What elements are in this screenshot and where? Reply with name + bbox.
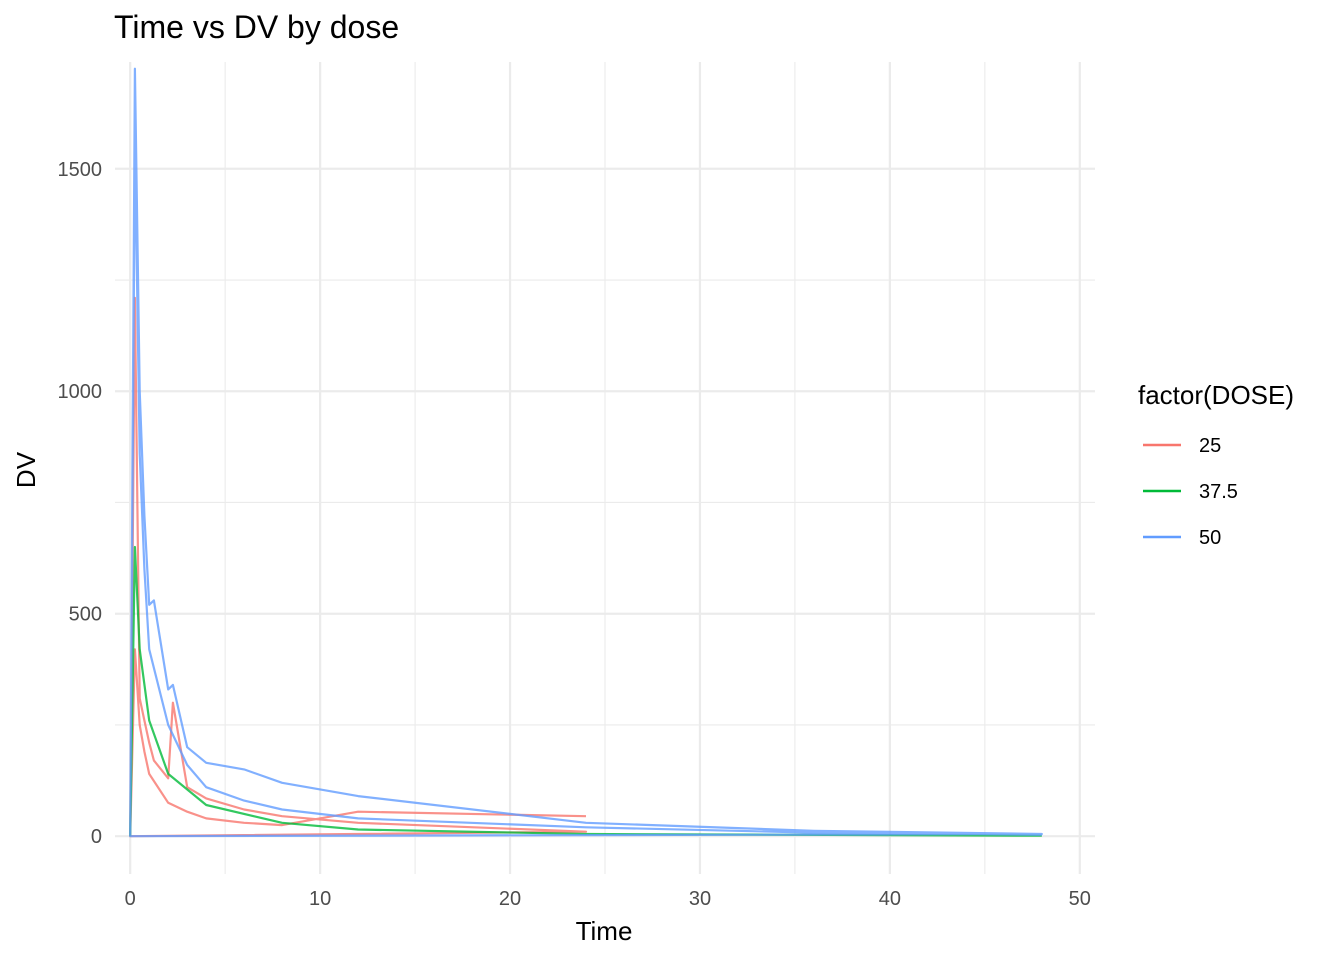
series-line-37.5 xyxy=(129,545,1042,837)
series-line-50 xyxy=(129,67,1043,838)
x-tick-label: 40 xyxy=(879,888,901,910)
x-tick-label: 20 xyxy=(499,888,521,910)
plot-grid xyxy=(115,62,1095,874)
x-axis-title: Time xyxy=(576,916,633,946)
x-tick-label: 10 xyxy=(309,888,331,910)
y-tick-label: 0 xyxy=(91,826,102,848)
legend-label: 25 xyxy=(1199,435,1221,457)
chart-title: Time vs DV by dose xyxy=(114,9,399,45)
y-tick-label: 500 xyxy=(69,604,102,626)
y-axis-ticks: 0 500 1000 1500 xyxy=(58,159,103,848)
x-tick-label: 50 xyxy=(1069,888,1091,910)
legend-label: 37.5 xyxy=(1199,481,1238,503)
x-tick-label: 30 xyxy=(689,888,711,910)
y-tick-label: 1500 xyxy=(58,159,103,181)
y-tick-label: 1000 xyxy=(58,381,103,403)
legend-title: factor(DOSE) xyxy=(1138,380,1294,410)
legend-label: 50 xyxy=(1199,527,1221,549)
x-axis-ticks: 0 10 20 30 40 50 xyxy=(125,888,1091,910)
x-tick-label: 0 xyxy=(125,888,136,910)
series-line-25 xyxy=(129,296,588,838)
y-axis-title: DV xyxy=(11,451,41,488)
plot-lines xyxy=(129,67,1043,838)
legend: factor(DOSE) 25 37.5 50 xyxy=(1138,380,1294,549)
